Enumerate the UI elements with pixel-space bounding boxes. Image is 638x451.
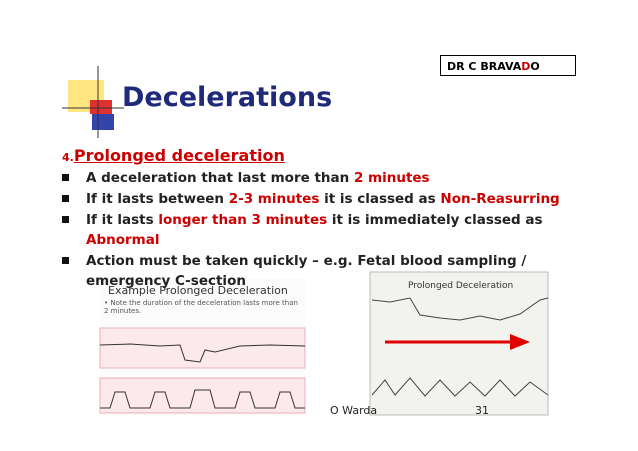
text-run: longer than 3 minutes: [158, 212, 328, 228]
section-heading: 4.Prolonged deceleration: [62, 146, 285, 165]
slide-title: Decelerations: [122, 82, 333, 113]
ctg-grid: [99, 377, 306, 414]
footer-author: O Warda: [330, 404, 378, 417]
ctg-trace: [371, 377, 549, 397]
text-run: If it lasts: [86, 212, 159, 228]
text-run: Non-Reasurring: [440, 191, 560, 207]
image-title: Example Prolonged Deceleration: [108, 284, 288, 297]
text-run: 2 minutes: [353, 170, 430, 186]
bullet: Action must be taken quickly – e.g. Feta…: [62, 251, 592, 291]
ctg-grid: [99, 327, 306, 369]
text-run: O: [530, 60, 540, 73]
image-note-box: • Note the duration of the deceleration …: [104, 299, 298, 315]
bullet: A deceleration that last more than 2 min…: [62, 168, 592, 188]
author-box: DR C BRAVADO: [440, 55, 576, 76]
text-run: A deceleration that last more than: [86, 170, 354, 186]
ctg-trace: [100, 389, 305, 409]
image-title: Prolonged Deceleration: [408, 281, 513, 291]
text-run: DR C BRAVA: [447, 60, 522, 73]
text-run: 2-3 minutes: [228, 191, 320, 207]
text-run: Action must be taken quickly – e.g. Feta…: [86, 253, 532, 289]
image-note: • Note the duration of the deceleration …: [104, 299, 298, 315]
bullet: If it lasts longer than 3 minutes it is …: [62, 210, 592, 250]
ctg-trace: [99, 343, 306, 363]
text-run: D: [521, 60, 531, 73]
deco-square: [90, 100, 112, 114]
section-number: 4.: [62, 151, 74, 164]
bullet-list: A deceleration that last more than 2 min…: [62, 168, 592, 292]
deco-square: [92, 114, 114, 130]
bullet: If it lasts between 2-3 minutes it is cl…: [62, 189, 592, 209]
text-run: it is immediately classed as: [327, 212, 548, 228]
text-run: If it lasts between: [86, 191, 229, 207]
page-number: 31: [475, 404, 489, 417]
ctg-trace: [371, 297, 549, 321]
text-run: Abnormal: [86, 232, 160, 248]
arrow-head: [510, 334, 530, 350]
text-run: it is classed as: [319, 191, 441, 207]
section-title: Prolonged deceleration: [73, 146, 285, 165]
